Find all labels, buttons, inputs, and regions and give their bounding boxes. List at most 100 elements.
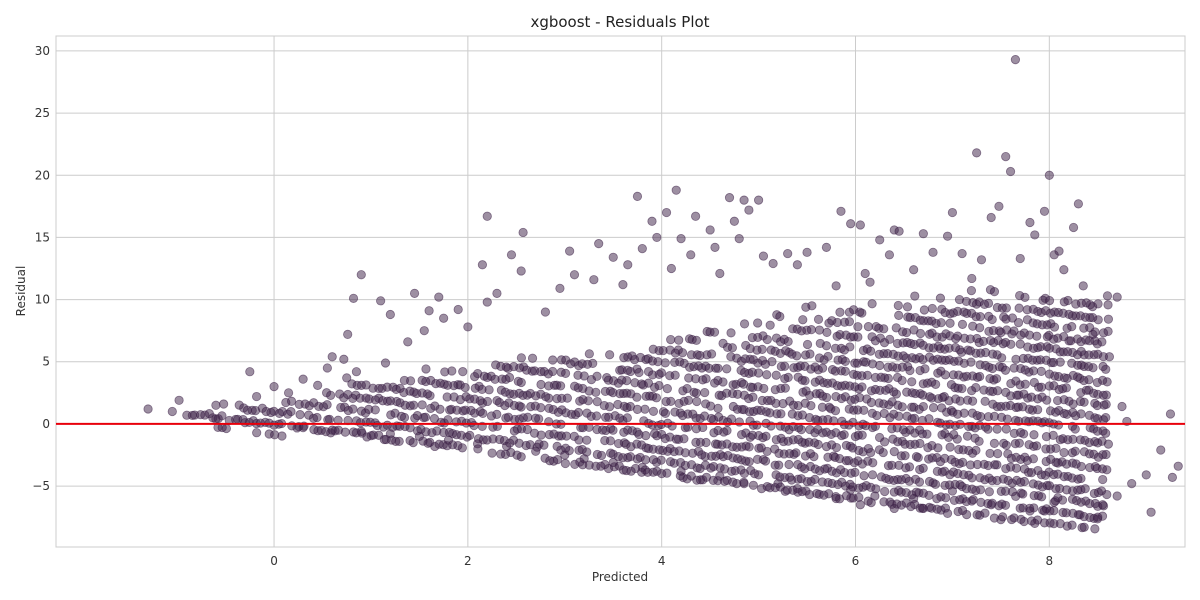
data-point <box>298 374 308 384</box>
data-point <box>875 235 885 245</box>
data-point <box>915 328 926 339</box>
data-point <box>859 471 869 481</box>
residual-points <box>143 55 1183 534</box>
data-point <box>1084 375 1094 385</box>
data-point <box>744 442 754 452</box>
data-point <box>421 364 431 374</box>
data-point <box>1001 440 1011 450</box>
data-point <box>534 414 544 424</box>
data-point <box>806 325 816 335</box>
data-point <box>182 410 192 420</box>
data-point <box>933 443 943 453</box>
data-point <box>884 250 895 260</box>
data-point <box>1061 383 1071 393</box>
data-point <box>523 412 533 422</box>
data-point <box>758 251 769 261</box>
data-point <box>967 496 977 506</box>
data-point <box>910 291 920 301</box>
data-point <box>986 500 996 510</box>
data-point <box>677 348 688 358</box>
data-point <box>813 314 824 324</box>
data-point <box>1101 364 1111 374</box>
data-point <box>840 356 850 367</box>
data-point <box>796 425 806 435</box>
data-point <box>356 426 366 436</box>
data-point <box>604 402 615 412</box>
data-point <box>424 306 434 316</box>
data-point <box>582 435 592 445</box>
data-point <box>971 382 981 393</box>
data-point <box>753 318 763 328</box>
data-point <box>465 430 475 440</box>
data-point <box>945 318 955 328</box>
data-point <box>1165 409 1176 419</box>
x-tick-label: 0 <box>270 554 278 568</box>
data-point <box>734 417 744 427</box>
data-point <box>443 415 453 425</box>
data-point <box>1054 246 1064 256</box>
data-point <box>326 390 336 400</box>
data-point <box>1020 379 1030 389</box>
data-point <box>608 252 618 262</box>
data-point <box>1127 478 1137 489</box>
x-axis-title: Predicted <box>592 570 648 584</box>
data-point <box>1102 465 1112 475</box>
data-point <box>792 483 802 494</box>
data-point <box>1030 230 1040 240</box>
data-point <box>648 406 659 416</box>
data-point <box>348 404 358 414</box>
data-point <box>560 368 571 378</box>
data-point <box>771 370 781 380</box>
data-point <box>1076 461 1086 472</box>
data-point <box>477 260 488 270</box>
data-point <box>1101 390 1111 400</box>
data-point <box>765 320 775 330</box>
data-point <box>891 389 902 399</box>
data-point <box>652 232 662 243</box>
data-point <box>879 324 889 334</box>
data-point <box>1167 472 1178 482</box>
data-point <box>757 344 767 354</box>
data-point <box>947 207 958 218</box>
data-point <box>928 247 938 257</box>
data-point <box>504 372 515 383</box>
data-point <box>831 442 842 453</box>
data-point <box>1101 399 1111 409</box>
data-point <box>640 404 650 414</box>
data-point <box>830 406 841 416</box>
data-point <box>327 352 337 362</box>
data-point <box>539 440 549 450</box>
data-point <box>993 449 1003 459</box>
data-point <box>574 435 584 445</box>
data-point <box>370 405 380 415</box>
data-point <box>540 307 550 317</box>
data-point <box>167 406 177 417</box>
data-point <box>919 305 929 315</box>
data-point <box>1068 222 1079 233</box>
data-point <box>399 412 410 423</box>
data-point <box>822 392 832 403</box>
data-point <box>844 317 855 327</box>
data-point <box>989 438 1000 448</box>
data-point <box>976 412 986 422</box>
y-axis-title: Residual <box>14 266 28 317</box>
data-point <box>1101 428 1111 438</box>
data-point <box>348 293 359 303</box>
data-point <box>327 425 337 435</box>
data-point <box>1020 292 1030 302</box>
data-point <box>957 248 967 259</box>
data-point <box>930 479 941 489</box>
data-point <box>492 409 502 419</box>
data-point <box>989 287 1000 297</box>
data-point <box>487 448 497 458</box>
y-tick-label: 0 <box>42 417 50 431</box>
data-point <box>666 263 676 274</box>
data-point <box>773 478 783 489</box>
data-point <box>692 396 702 407</box>
data-point <box>927 303 937 314</box>
data-point <box>909 493 919 504</box>
data-point <box>813 439 823 450</box>
data-point <box>1103 326 1113 336</box>
